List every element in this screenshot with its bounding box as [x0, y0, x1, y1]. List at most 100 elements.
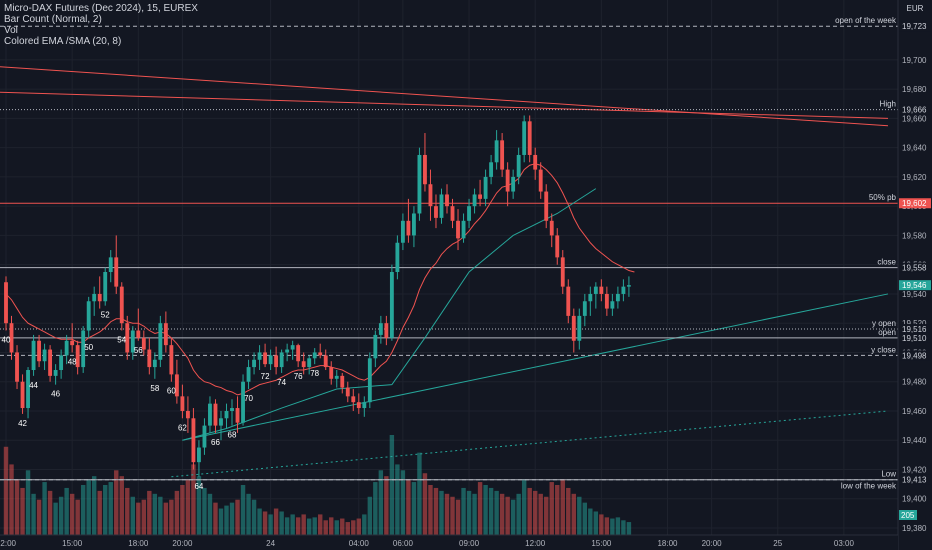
volume-bar [340, 518, 345, 535]
candle-body [180, 396, 185, 411]
trend-line[interactable] [182, 293, 889, 441]
volume-bar [163, 502, 169, 535]
price-badge [899, 474, 931, 485]
volume-bars [3, 435, 632, 535]
price-badge-label: 19,413 [902, 476, 927, 485]
volume-bar [521, 479, 527, 535]
candle-body [274, 355, 279, 368]
volume-bar [158, 496, 163, 535]
bar-count-label: 58 [150, 384, 159, 393]
price-badge-label: 19,558 [902, 264, 927, 273]
volume-bar [466, 490, 472, 535]
candle-body [119, 286, 124, 324]
horizontal-levels[interactable]: open of the week High 50% pb close y openope… [0, 16, 898, 491]
time-tick-label: 09:00 [459, 539, 480, 548]
candle-body [224, 410, 229, 419]
candle-body [213, 403, 218, 426]
candle-body [312, 352, 317, 359]
candle-body [235, 408, 240, 423]
volume-bar [577, 496, 582, 535]
candle-body [555, 235, 560, 258]
volume-bar [351, 520, 356, 535]
volume-bar [384, 476, 389, 535]
volume-bar [411, 482, 417, 535]
candle-body [191, 418, 196, 463]
volume-bar [235, 499, 240, 535]
volume-bar [130, 496, 135, 535]
candle-body [456, 220, 460, 239]
volume-bar [610, 518, 615, 535]
level-label: low of the week [841, 482, 897, 491]
candle-body [571, 315, 576, 341]
candle-body [125, 323, 130, 353]
candle-body [593, 286, 598, 294]
currency-label[interactable]: EUR [907, 4, 924, 13]
time-tick-label: 12:00 [0, 539, 17, 548]
volume-bar [439, 490, 444, 535]
volume-bar [571, 493, 576, 535]
volume-bar [152, 493, 158, 535]
level-label: close [877, 258, 896, 267]
candle-body [428, 184, 433, 207]
symbol-title[interactable]: Micro-DAX Futures (Dec 2024), 15, EUREX [4, 3, 198, 14]
time-tick-label: 18:00 [657, 539, 678, 548]
volume-bar [582, 502, 588, 535]
candle-body [378, 323, 383, 335]
time-tick-label: 24 [266, 539, 275, 548]
candle-body [423, 154, 427, 185]
bar-count-label: 72 [261, 372, 270, 381]
time-tick-label: 15:00 [62, 539, 83, 548]
candle-body [48, 349, 53, 376]
price-axis[interactable]: EUR 19,380 19,400 19,420 19,440 19,460 19,480 1… [897, 0, 932, 550]
volume-bar [53, 502, 58, 535]
bar-count-label: 56 [134, 346, 143, 355]
indicator-bar-count[interactable]: Bar Count (Normal, 2) [4, 14, 102, 25]
volume-bar [268, 514, 273, 535]
candle-body [560, 257, 565, 287]
candle-body [417, 154, 422, 214]
bar-count-label: 42 [18, 419, 27, 428]
level-label: open [878, 328, 896, 337]
price-badge-label: 19,546 [902, 281, 927, 290]
candle-body [263, 352, 268, 365]
bar-count-label: 74 [277, 378, 286, 387]
time-tick-label: 06:00 [393, 539, 414, 548]
indicator-ema-sma[interactable]: Colored EMA /SMA (20, 8) [4, 36, 122, 47]
volume-bar [14, 479, 20, 535]
candle-body [467, 206, 471, 221]
price-tick-label: 19,460 [902, 407, 927, 416]
candle-body [20, 381, 25, 409]
volume-bar [108, 482, 113, 535]
volume-bar [334, 520, 339, 535]
level-label: y close [871, 345, 896, 354]
candle-body [158, 323, 163, 360]
trend-lines[interactable] [0, 60, 889, 478]
volume-bar [25, 470, 31, 535]
price-badge-label: 19,498 [902, 351, 927, 360]
trend-line[interactable] [171, 410, 889, 478]
volume-bar [185, 479, 191, 535]
volume-bar [257, 508, 262, 535]
candle-body [445, 194, 449, 207]
volume-bar [31, 493, 36, 535]
trend-line[interactable] [0, 60, 889, 127]
candle-body [434, 206, 438, 218]
volume-bar [356, 518, 362, 535]
price-badge [899, 332, 931, 343]
chart-legend: Micro-DAX Futures (Dec 2024), 15, EUREX … [4, 3, 198, 47]
candle-body [307, 358, 312, 368]
candle-body [533, 154, 538, 170]
trend-line[interactable] [0, 89, 889, 119]
volume-bar [114, 470, 119, 535]
volume-bar [301, 514, 306, 535]
volume-bar [626, 522, 632, 535]
volume-bar [450, 496, 455, 535]
candle-body [202, 425, 207, 448]
bar-count-label: 70 [244, 394, 253, 403]
volume-bar [290, 514, 295, 535]
indicator-volume[interactable]: Vol [4, 25, 18, 36]
time-axis[interactable]: 12:00 15:00 18:00 20:00 24 04:00 06:00 09:00 12:… [0, 534, 898, 550]
candle-body [86, 301, 91, 331]
